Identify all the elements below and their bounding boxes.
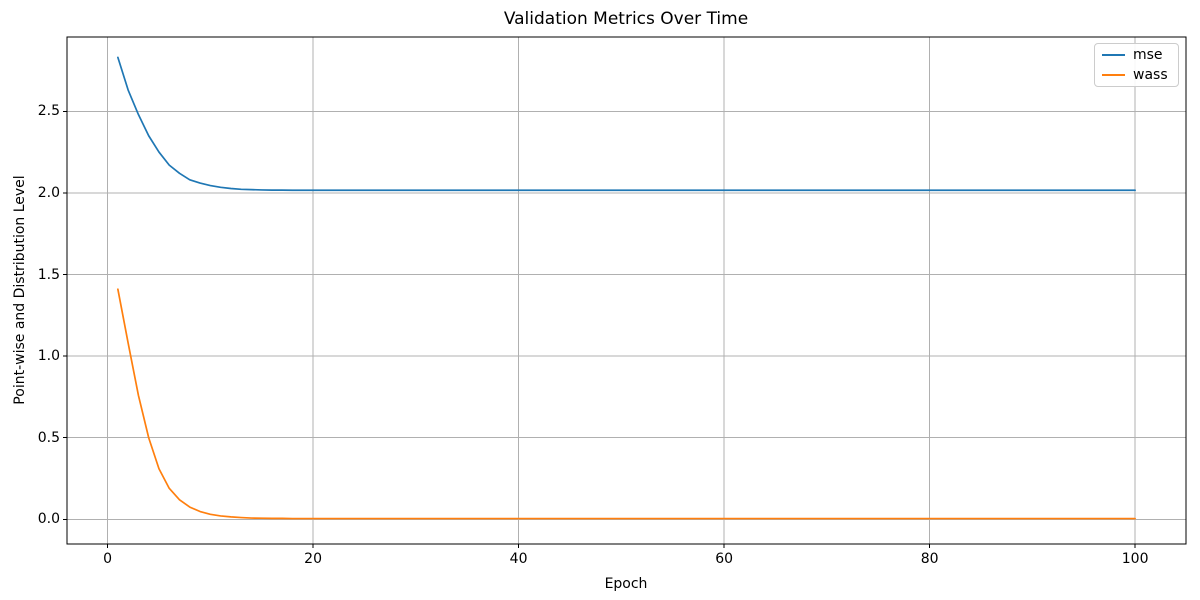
y-tick-label: 1.0 (37, 348, 60, 365)
y-tick-label: 1.5 (37, 266, 60, 283)
chart-title: Validation Metrics Over Time (503, 9, 749, 29)
y-tick-label: 0.5 (37, 429, 60, 446)
legend-swatch-mse (1102, 54, 1125, 56)
series-line-mse (117, 56, 1136, 192)
x-tick-label: 80 (920, 551, 939, 567)
x-axis-label: Epoch (604, 576, 648, 592)
legend-item-wass: wass (1102, 66, 1171, 83)
legend-label-wass: wass (1133, 66, 1168, 83)
legend-item-mse: mse (1102, 46, 1171, 63)
y-tick-label: 0.0 (37, 511, 60, 528)
x-tick-label: 100 (1121, 551, 1149, 567)
legend: mse wass (1094, 43, 1179, 87)
x-tick-label: 20 (304, 551, 322, 567)
legend-swatch-wass (1102, 74, 1125, 76)
x-tick-label: 0 (103, 551, 113, 567)
legend-label-mse: mse (1133, 46, 1163, 63)
y-axis-label: Point-wise and Distribution Level (12, 175, 28, 405)
y-tick-label: 2.0 (37, 184, 60, 201)
x-tick-label: 60 (715, 551, 734, 567)
x-tick-label: 40 (509, 551, 528, 567)
series-line-wass (117, 288, 1136, 520)
y-tick-label: 2.5 (37, 103, 60, 120)
axes-spines (66, 36, 1187, 545)
